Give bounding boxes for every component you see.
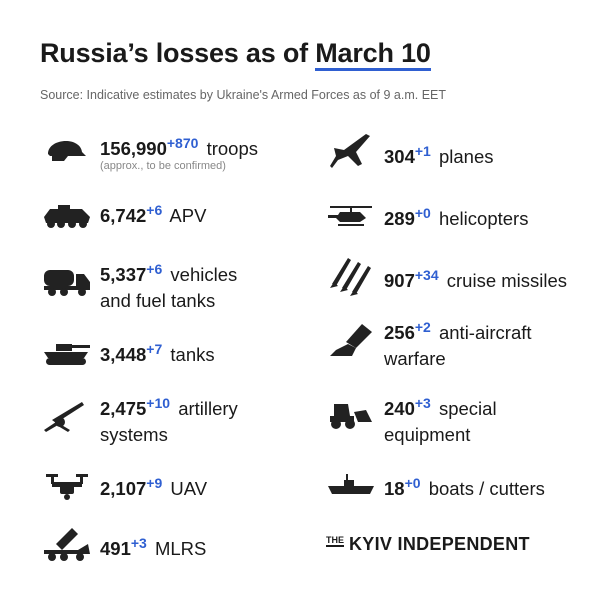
artillery-icon (42, 396, 92, 440)
label-line2: warfare (384, 348, 446, 369)
value: 256 (384, 322, 415, 343)
label-line2: systems (100, 424, 168, 445)
label: boats / cutters (428, 478, 545, 499)
label: tanks (170, 344, 215, 365)
label: artillery (178, 398, 238, 419)
label: APV (169, 205, 207, 226)
value: 3,448 (100, 344, 147, 365)
logo-name: KYIV INDEPENDENT (349, 534, 530, 554)
helicopter-icon (326, 200, 376, 244)
title-date: March 10 (315, 38, 431, 71)
fuel-truck-icon (42, 262, 92, 306)
label: UAV (170, 478, 208, 499)
label: vehicles (170, 264, 238, 285)
special-equipment-icon (326, 394, 376, 438)
label: cruise missiles (446, 270, 568, 291)
value: 907 (384, 270, 415, 291)
delta: +10 (146, 395, 171, 411)
plane-icon (326, 130, 376, 174)
label: anti-aircraft (438, 322, 532, 343)
delta: +0 (414, 205, 431, 221)
label: special (438, 398, 497, 419)
missile-icon (326, 254, 376, 298)
value: 491 (100, 538, 131, 559)
label: troops (206, 138, 258, 159)
logo-the: THE (326, 535, 344, 547)
note: (approx., to be confirmed) (100, 160, 226, 172)
delta: +7 (146, 341, 163, 357)
delta: +6 (146, 202, 163, 218)
title-prefix: Russia’s losses as of (40, 38, 308, 68)
delta: +9 (146, 475, 163, 491)
label: planes (438, 146, 494, 167)
drone-icon (42, 470, 92, 514)
delta: +6 (146, 261, 163, 277)
delta: +3 (130, 535, 147, 551)
value: 289 (384, 208, 415, 229)
kyiv-independent-logo: THE KYIV INDEPENDENT (326, 534, 530, 555)
value: 2,475 (100, 398, 147, 419)
value: 5,337 (100, 264, 147, 285)
label-line2: and fuel tanks (100, 290, 216, 311)
page-title: Russia’s losses as of March 10 (40, 38, 431, 71)
value: 18 (384, 478, 405, 499)
boat-icon (326, 470, 376, 514)
label: helicopters (438, 208, 529, 229)
delta: +870 (166, 135, 199, 151)
delta: +0 (404, 475, 421, 491)
source-note: Source: Indicative estimates by Ukraine'… (40, 88, 447, 102)
value: 6,742 (100, 205, 147, 226)
delta: +1 (414, 143, 431, 159)
value: 2,107 (100, 478, 147, 499)
mlrs-icon (42, 524, 92, 568)
delta: +34 (414, 267, 439, 283)
tank-icon (42, 336, 92, 380)
value: 156,990 (100, 138, 167, 159)
anti-aircraft-icon (326, 320, 376, 364)
label: MLRS (154, 538, 207, 559)
value: 304 (384, 146, 415, 167)
delta: +3 (414, 395, 431, 411)
helmet-icon (42, 128, 92, 172)
apv-icon (42, 197, 92, 241)
value: 240 (384, 398, 415, 419)
label-line2: equipment (384, 424, 471, 445)
delta: +2 (414, 319, 431, 335)
